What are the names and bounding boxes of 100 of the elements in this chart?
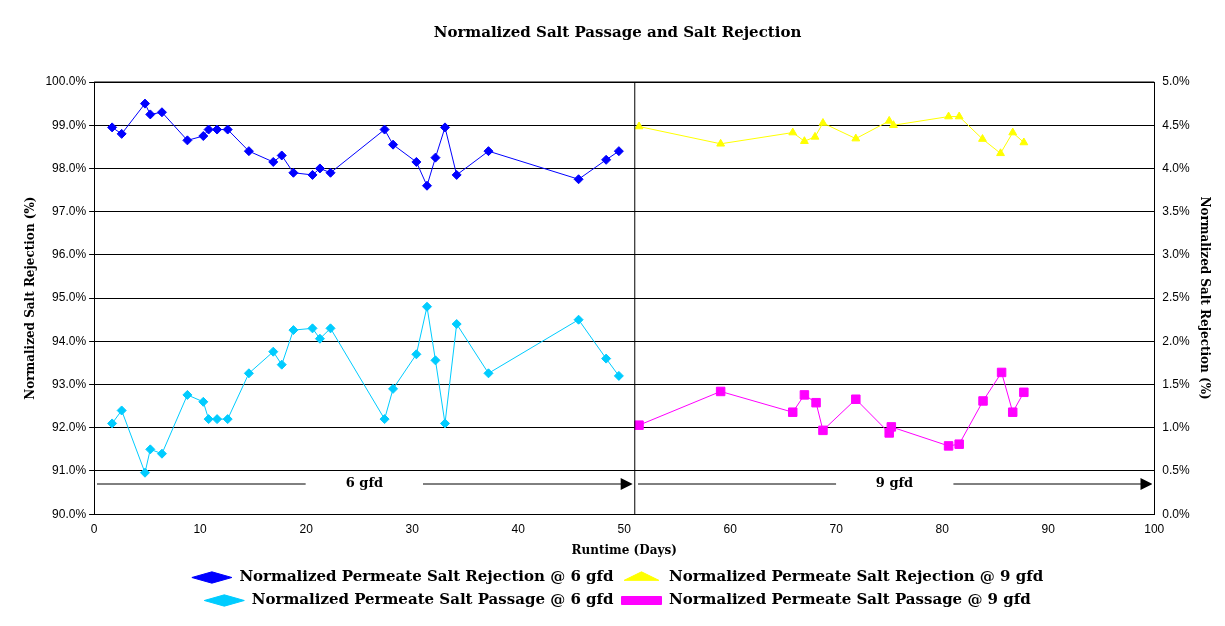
y2-tick-label: 0.5% (1162, 463, 1190, 478)
point (243, 368, 254, 379)
point (810, 131, 820, 140)
point (851, 133, 861, 142)
point (222, 124, 233, 135)
x-tick-label: 10 (193, 521, 208, 536)
chart-title: Normalized Salt Passage and Salt Rejection (433, 22, 802, 41)
point (325, 167, 336, 178)
y-axis-title: Normalized Salt Rejection (%) (23, 196, 38, 400)
point (440, 418, 451, 429)
y-tick-label: 94.0% (52, 333, 87, 348)
point (268, 346, 279, 357)
point (139, 98, 150, 109)
point (411, 349, 422, 360)
point (943, 441, 954, 451)
point (451, 169, 462, 180)
y2-tick-label: 0.0% (1162, 506, 1190, 521)
y-tick-label: 92.0% (52, 420, 87, 435)
point (198, 131, 209, 142)
point (388, 139, 399, 150)
point (116, 405, 127, 416)
x-tick-label: 90 (1041, 521, 1056, 536)
point (818, 425, 828, 436)
x-tick-label: 80 (935, 521, 950, 536)
point (203, 124, 214, 135)
point (276, 150, 287, 161)
x-tick-label: 70 (829, 521, 844, 536)
point (634, 420, 644, 430)
point (314, 163, 325, 174)
x-tick-label: 30 (405, 521, 420, 536)
y-tick-label: 93.0% (52, 376, 87, 391)
point (145, 109, 156, 120)
legend-label: Normalized Permeate Salt Passage @ 6 gfd (251, 590, 615, 609)
x-tick-label: 100 (1144, 521, 1165, 536)
y2-tick-label: 1.0% (1162, 420, 1190, 435)
point (288, 167, 299, 178)
point (1019, 387, 1029, 398)
point (379, 414, 390, 425)
point (601, 154, 612, 165)
point (182, 135, 193, 146)
point (954, 439, 964, 449)
x-axis-title: Runtime (Days) (571, 542, 677, 557)
point (212, 124, 223, 135)
point (440, 122, 451, 133)
point (954, 111, 964, 120)
point (276, 359, 287, 370)
point (430, 355, 441, 366)
y2-tick-label: 4.0% (1162, 160, 1190, 175)
point (978, 134, 987, 142)
point (314, 333, 325, 344)
point (116, 128, 127, 139)
point (212, 414, 223, 425)
point (307, 169, 318, 180)
point (182, 389, 193, 400)
legend-label: Normalized Permeate Salt Passage @ 9 gfd (669, 590, 1032, 609)
point (978, 396, 988, 406)
y-tick-label: 96.0% (52, 247, 87, 262)
x-tick-label: 50 (617, 521, 632, 536)
point (198, 396, 209, 407)
point (139, 467, 150, 478)
point (1007, 407, 1018, 417)
point (203, 414, 214, 425)
y-tick-label: 97.0% (52, 203, 87, 218)
point (800, 136, 809, 144)
point (889, 120, 898, 128)
point (788, 127, 798, 136)
point (573, 174, 584, 185)
y-tick-label: 91.0% (52, 463, 87, 478)
x-tick-label: 20 (299, 521, 314, 536)
point (307, 323, 318, 334)
point (634, 121, 644, 130)
y2-axis-title: Normalized Salt Rejection (%) (1197, 196, 1212, 400)
point (388, 383, 399, 394)
y-tick-label: 95.0% (52, 290, 87, 305)
y2-tick-label: 2.0% (1162, 333, 1190, 348)
point (243, 146, 254, 157)
point (325, 323, 336, 334)
point (613, 146, 624, 157)
y-tick-label: 100.0% (45, 74, 87, 89)
point (156, 107, 167, 118)
point (288, 325, 299, 336)
point (268, 156, 279, 167)
y-tick-label: 90.0% (52, 506, 87, 521)
point (483, 146, 494, 157)
y2-tick-label: 5.0% (1162, 74, 1190, 89)
annotation: 6 gfd (345, 475, 384, 491)
point (379, 124, 390, 135)
point (851, 394, 861, 404)
point (107, 418, 118, 429)
point (818, 118, 828, 126)
point (222, 414, 233, 425)
point (811, 397, 821, 408)
x-tick-label: 40 (511, 521, 526, 536)
point (107, 122, 118, 133)
point (944, 111, 953, 120)
legend-label: Normalized Permeate Salt Rejection @ 6 gfd (239, 567, 615, 586)
y2-tick-label: 3.5% (1162, 203, 1190, 218)
point (715, 386, 726, 397)
legend-label: Normalized Permeate Salt Rejection @ 9 gfd (669, 567, 1044, 586)
point (483, 368, 494, 379)
